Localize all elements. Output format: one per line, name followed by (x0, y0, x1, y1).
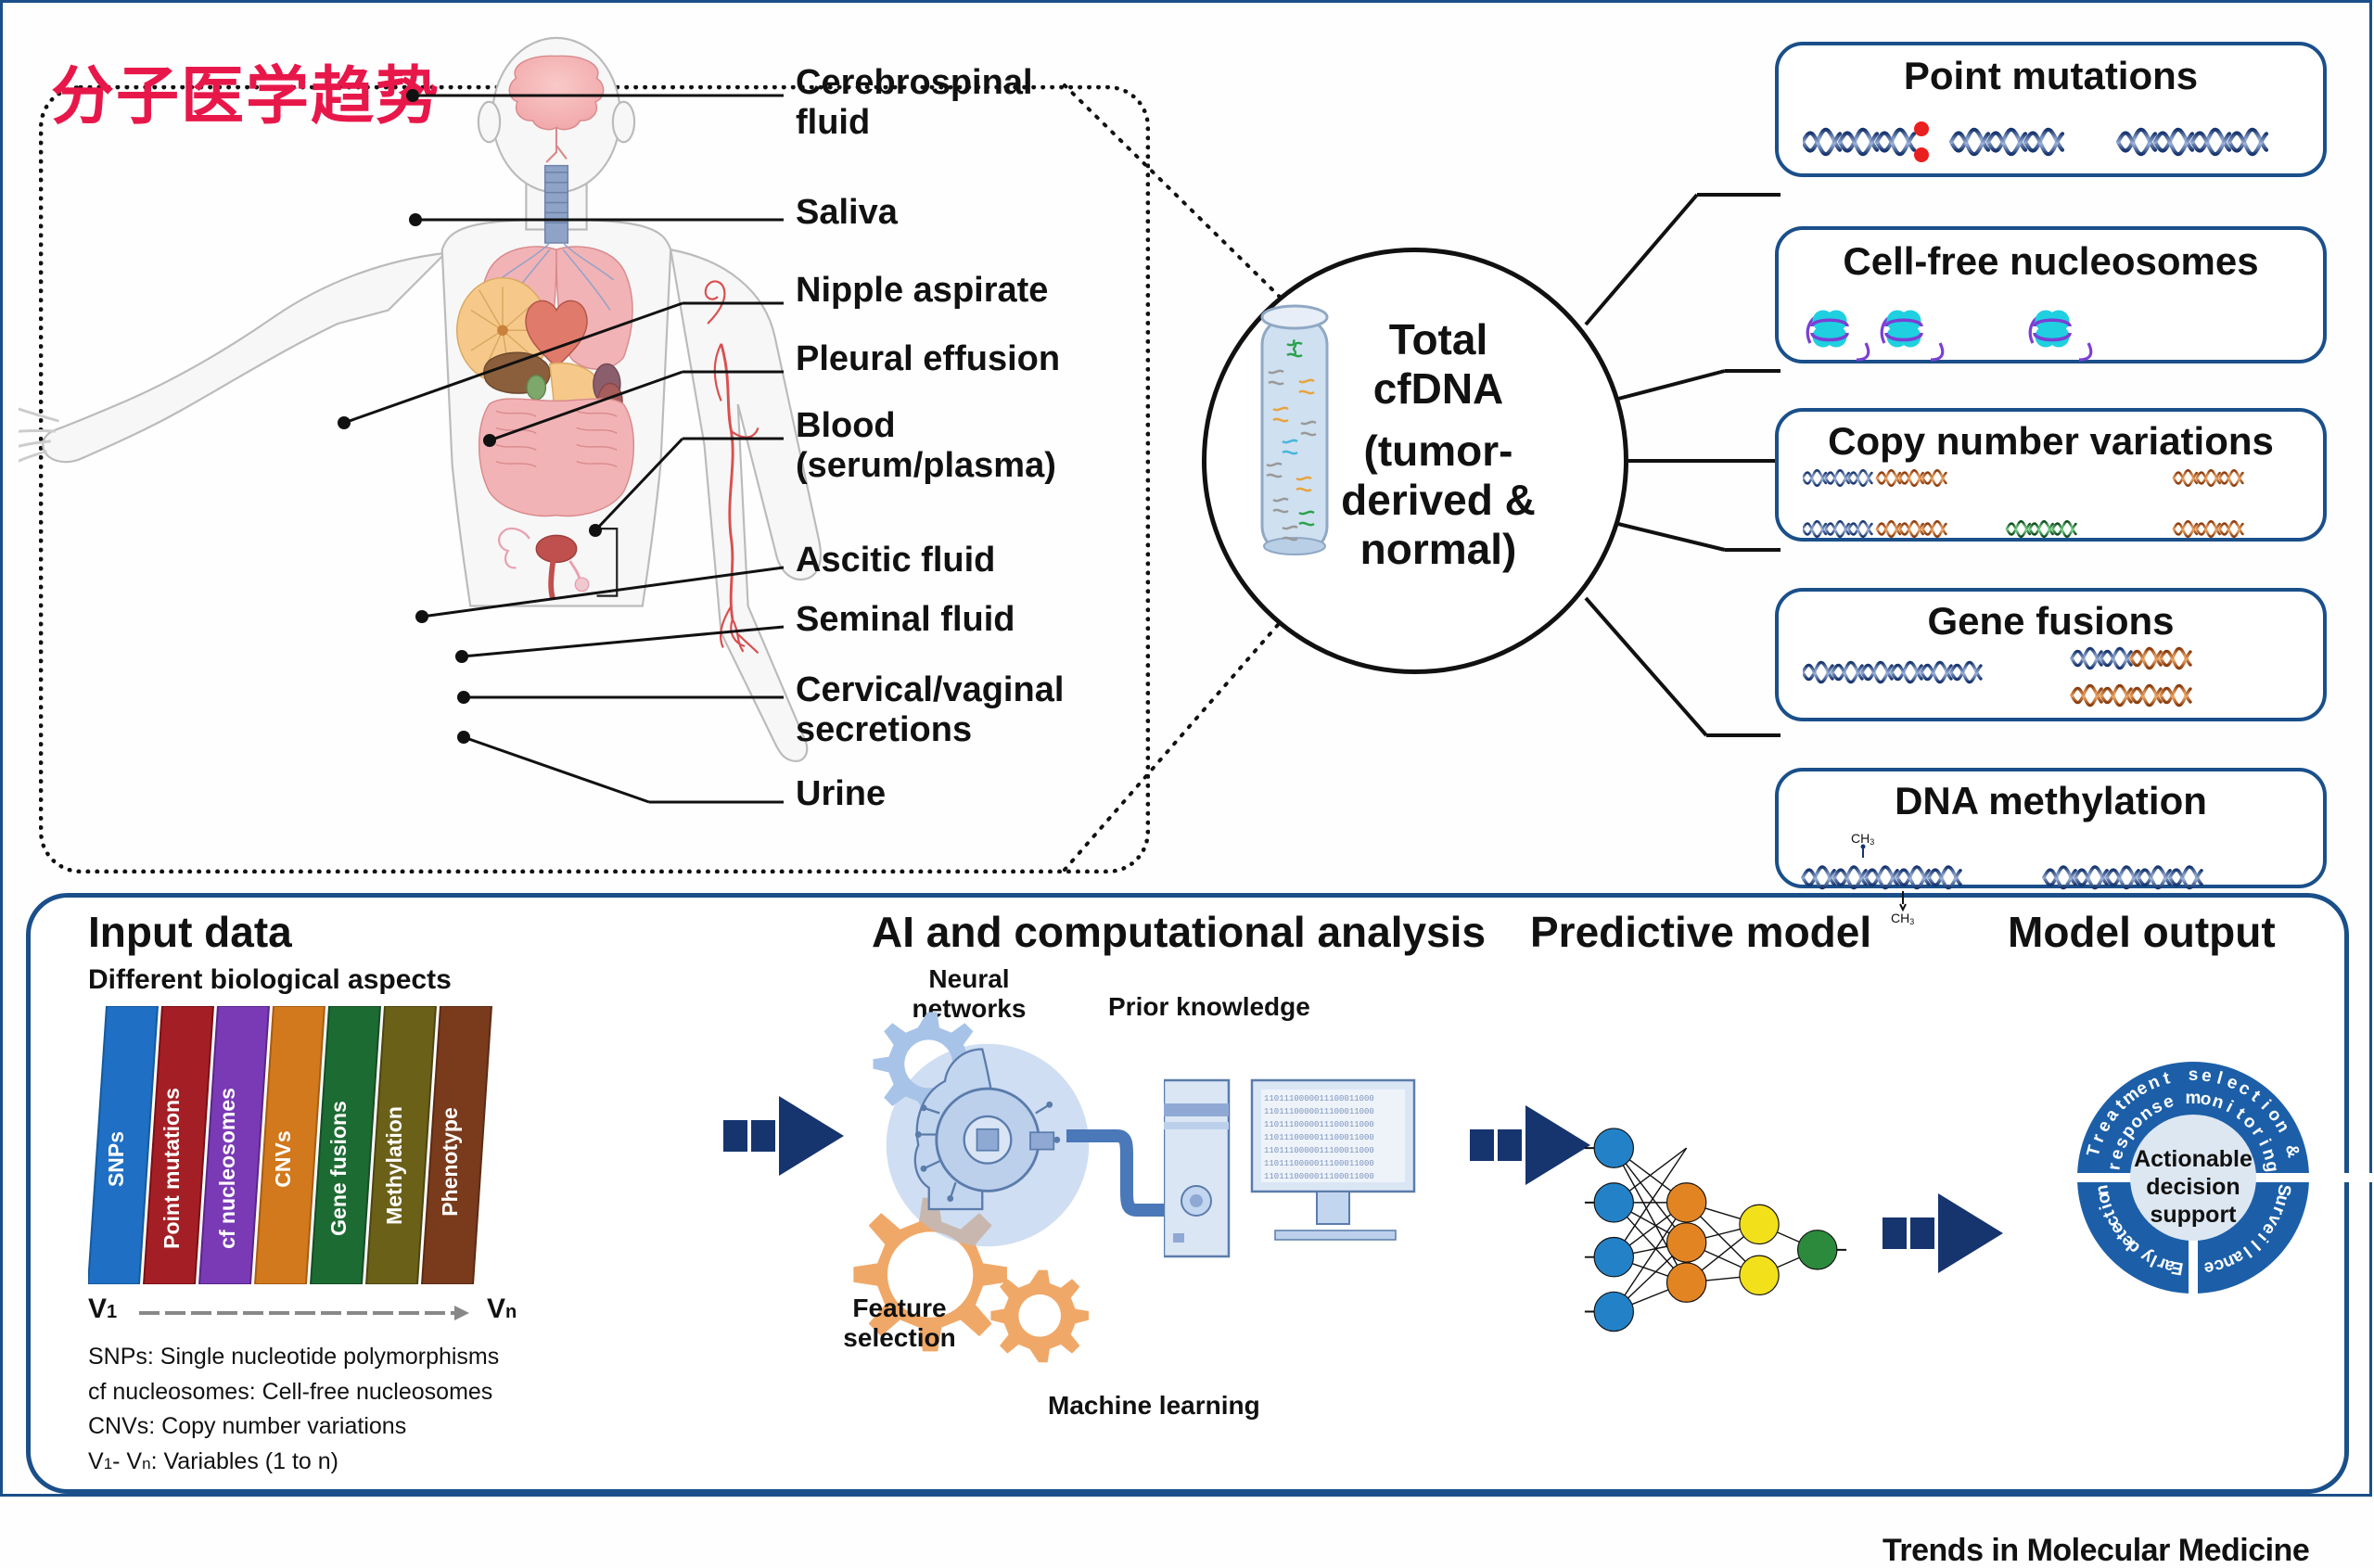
svg-text:support: support (2150, 1202, 2237, 1228)
svg-text:1101110000011100011000: 1101110000011100011000 (1264, 1133, 1374, 1142)
svg-text:Point mutations: Point mutations (160, 1088, 184, 1249)
svg-text:CH3: CH3 (1851, 831, 1874, 847)
svg-text:1101110000011100011000: 1101110000011100011000 (1264, 1094, 1374, 1103)
svg-text:Gene fusions: Gene fusions (326, 1101, 351, 1236)
svg-text:1101110000011100011000: 1101110000011100011000 (1264, 1172, 1374, 1181)
svg-text:Phenotype: Phenotype (438, 1107, 462, 1217)
svg-text:s: s (2189, 1065, 2199, 1085)
svg-text:SNPs: SNPs (104, 1131, 128, 1187)
svg-text:1101110000011100011000: 1101110000011100011000 (1264, 1107, 1374, 1116)
svg-text:1101110000011100011000: 1101110000011100011000 (1264, 1146, 1374, 1155)
svg-text:decision: decision (2146, 1174, 2240, 1200)
svg-text:1101110000011100011000: 1101110000011100011000 (1264, 1120, 1374, 1129)
svg-text:Actionable: Actionable (2134, 1146, 2253, 1172)
svg-text:Methylation: Methylation (382, 1106, 406, 1225)
svg-text:1101110000011100011000: 1101110000011100011000 (1264, 1159, 1374, 1168)
svg-text:cf nucleosomes: cf nucleosomes (215, 1088, 239, 1249)
svg-text:CNVs: CNVs (271, 1130, 295, 1187)
